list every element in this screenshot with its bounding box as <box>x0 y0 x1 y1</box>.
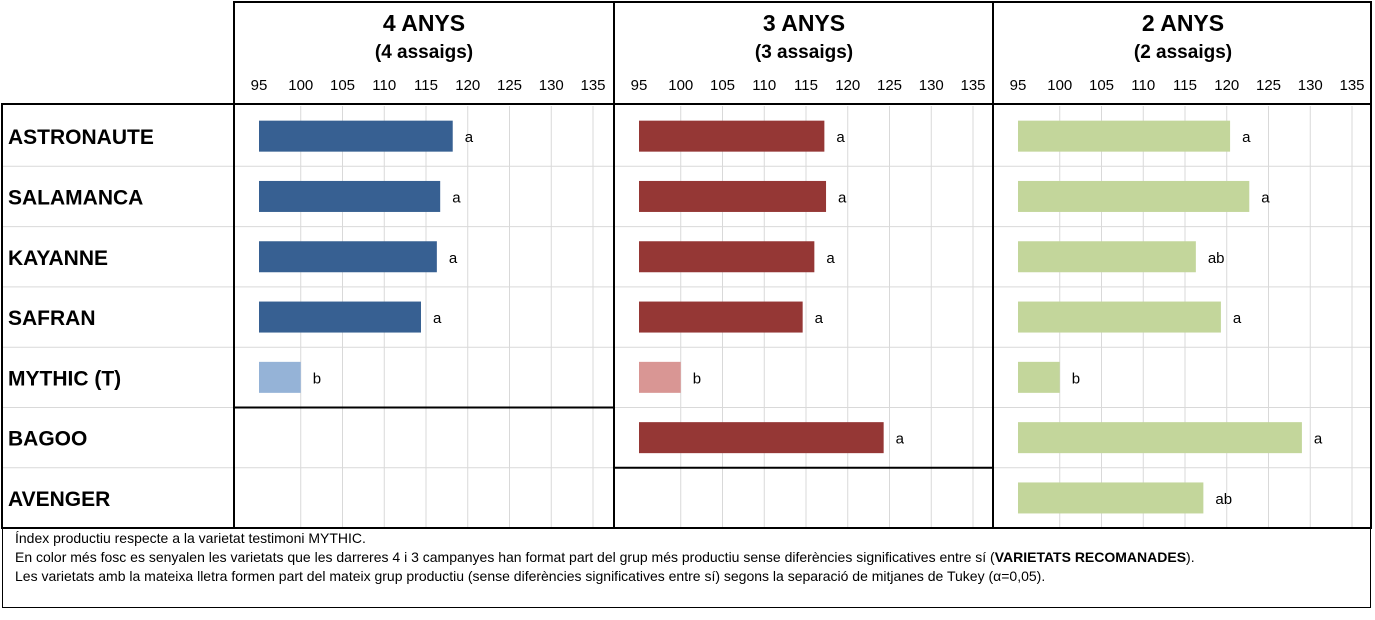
category-label: SAFRAN <box>8 307 96 330</box>
significance-letter: a <box>1261 189 1270 206</box>
panel-subtitle: (3 assaigs) <box>755 42 853 63</box>
significance-letter: a <box>1233 310 1242 327</box>
tick-label: 125 <box>497 77 522 94</box>
bar <box>1018 120 1231 152</box>
tick-label: 95 <box>251 77 268 94</box>
category-label: ASTRONAUTE <box>8 126 154 149</box>
tick-label: 95 <box>1010 77 1027 94</box>
tick-label: 120 <box>455 77 480 94</box>
tick-label: 110 <box>1131 77 1155 94</box>
tick-label: 105 <box>330 77 355 94</box>
bar <box>259 301 421 333</box>
bar <box>1018 301 1221 333</box>
significance-letter: ab <box>1208 250 1225 267</box>
category-label: SALAMANCA <box>8 186 143 209</box>
tick-label: 135 <box>960 77 985 94</box>
tick-label: 130 <box>1298 77 1323 94</box>
bar <box>259 361 301 393</box>
tick-label: 95 <box>631 77 648 94</box>
bar <box>639 120 825 152</box>
significance-letter: a <box>449 250 458 267</box>
tick-label: 115 <box>794 77 818 94</box>
footnote-line-2: En color més fosc es senyalen les variet… <box>15 548 1362 567</box>
tick-label: 105 <box>710 77 735 94</box>
tick-label: 125 <box>877 77 902 94</box>
significance-letter: b <box>693 370 701 387</box>
tick-label: 100 <box>668 77 693 94</box>
bar <box>639 301 803 333</box>
tick-label: 120 <box>835 77 860 94</box>
significance-letter: a <box>1314 431 1323 448</box>
category-label: BAGOO <box>8 428 87 451</box>
panel-title: 2 ANYS <box>1142 10 1224 36</box>
significance-letter: a <box>836 129 845 146</box>
bar <box>639 241 815 273</box>
bar <box>1018 422 1302 454</box>
significance-letter: b <box>313 370 321 387</box>
bar <box>1018 241 1196 273</box>
significance-letter: a <box>465 129 474 146</box>
tick-label: 130 <box>539 77 564 94</box>
significance-letter: a <box>826 250 835 267</box>
significance-letter: a <box>1242 129 1251 146</box>
panel-subtitle: (4 assaigs) <box>375 42 473 63</box>
significance-letter: a <box>896 431 905 448</box>
panel-subtitle: (2 assaigs) <box>1134 42 1232 63</box>
footnote-line-2-text: En color més fosc es senyalen les variet… <box>15 549 995 565</box>
tick-label: 125 <box>1256 77 1281 94</box>
footnote-line-2-end: ). <box>1186 549 1195 565</box>
tick-label: 105 <box>1089 77 1114 94</box>
tick-label: 100 <box>288 77 313 94</box>
tick-label: 110 <box>752 77 776 94</box>
tick-label: 115 <box>414 77 438 94</box>
category-label: KAYANNE <box>8 247 108 270</box>
footnote: Índex productiu respecte a la varietat t… <box>2 528 1371 608</box>
panel-title: 4 ANYS <box>383 10 465 36</box>
tick-label: 110 <box>372 77 396 94</box>
bar <box>639 361 681 393</box>
productivity-index-chart: ASTRONAUTE SALAMANCA KAYANNE SAFRAN MYTHIC (… <box>1 1 1372 529</box>
bar <box>259 241 437 273</box>
tick-label: 130 <box>919 77 944 94</box>
significance-letter: ab <box>1215 491 1232 508</box>
panel-title: 3 ANYS <box>763 10 845 36</box>
tick-label: 120 <box>1214 77 1239 94</box>
significance-letter: a <box>838 189 847 206</box>
bar <box>1018 180 1250 212</box>
bar <box>1018 482 1204 514</box>
significance-letter: a <box>815 310 824 327</box>
tick-label: 115 <box>1173 77 1197 94</box>
significance-letter: a <box>452 189 461 206</box>
bar <box>639 180 827 212</box>
significance-letter: a <box>433 310 442 327</box>
significance-letter: b <box>1072 370 1080 387</box>
recommended-varieties-label: VARIETATS RECOMANADES <box>994 549 1187 565</box>
category-label: MYTHIC (T) <box>8 367 121 390</box>
footnote-line-1: Índex productiu respecte a la varietat t… <box>15 530 366 546</box>
tick-label: 135 <box>580 77 605 94</box>
tick-label: 135 <box>1339 77 1364 94</box>
tick-label: 100 <box>1047 77 1072 94</box>
footnote-line-3: Les varietats amb la mateixa lletra form… <box>15 568 1046 584</box>
category-label: AVENGER <box>8 488 110 511</box>
bar <box>1018 361 1060 393</box>
bar <box>259 180 441 212</box>
bar <box>639 422 884 454</box>
bar <box>259 120 453 152</box>
rows-frame <box>1 103 1372 529</box>
